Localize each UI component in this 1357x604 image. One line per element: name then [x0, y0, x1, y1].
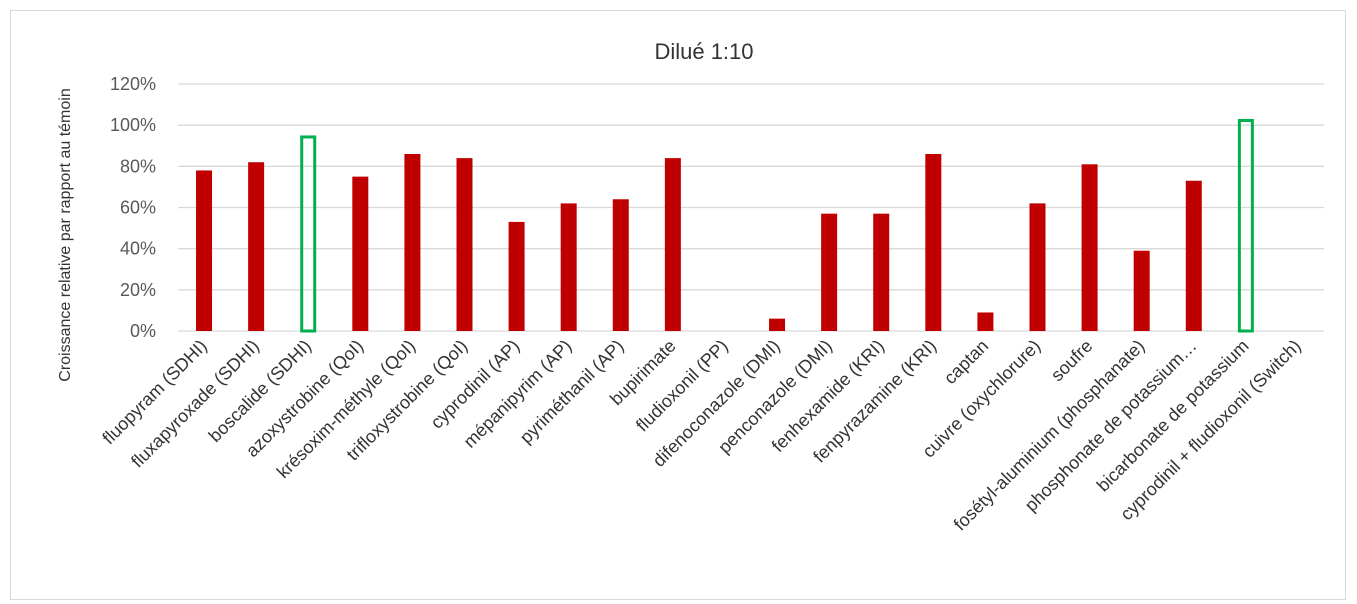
bar [456, 158, 473, 331]
bar [352, 176, 369, 331]
gridlines [178, 83, 1324, 332]
bar [404, 153, 421, 331]
bar [196, 170, 213, 331]
y-tick-label: 60% [120, 198, 156, 218]
y-tick-label: 0% [130, 321, 156, 341]
x-tick-label: fludioxonil (PP) [632, 336, 732, 436]
bar [560, 203, 577, 331]
bar [873, 213, 890, 331]
x-tick-label: fosétyl-aluminium (phosphanate) [950, 336, 1149, 535]
bar [1185, 180, 1202, 331]
x-tick-label: soufre [1047, 336, 1097, 386]
x-tick-label: cyprodinil (AP) [427, 336, 524, 433]
bar-highlighted [1237, 118, 1254, 333]
y-tick-label: 40% [120, 239, 156, 259]
bar [508, 221, 525, 331]
x-axis-labels: fluopyram (SDHI)fluxapyroxade (SDHI)bosc… [98, 336, 1304, 535]
bar [1133, 250, 1150, 331]
bar [1081, 164, 1098, 331]
y-tick-label: 20% [120, 280, 156, 300]
bar [977, 312, 994, 331]
bar [925, 153, 942, 331]
bar-highlighted [300, 135, 317, 333]
bar [821, 213, 838, 331]
bar [769, 318, 786, 331]
bars [196, 118, 1254, 333]
y-axis-ticks: 0% 20% 40% 60% 80% 100% 120% [110, 74, 156, 341]
chart-frame: Dilué 1:10 Croissance relative par rappo… [10, 10, 1346, 600]
chart-title: Dilué 1:10 [654, 39, 753, 64]
y-axis-label: Croissance relative par rapport au témoi… [57, 88, 74, 381]
y-tick-label: 100% [110, 115, 156, 135]
y-tick-label: 120% [110, 74, 156, 94]
bar [248, 162, 265, 331]
bar [612, 199, 629, 331]
bar [1029, 203, 1046, 331]
y-tick-label: 80% [120, 156, 156, 176]
bar-chart: Dilué 1:10 Croissance relative par rappo… [57, 39, 1324, 535]
bar [664, 158, 681, 331]
